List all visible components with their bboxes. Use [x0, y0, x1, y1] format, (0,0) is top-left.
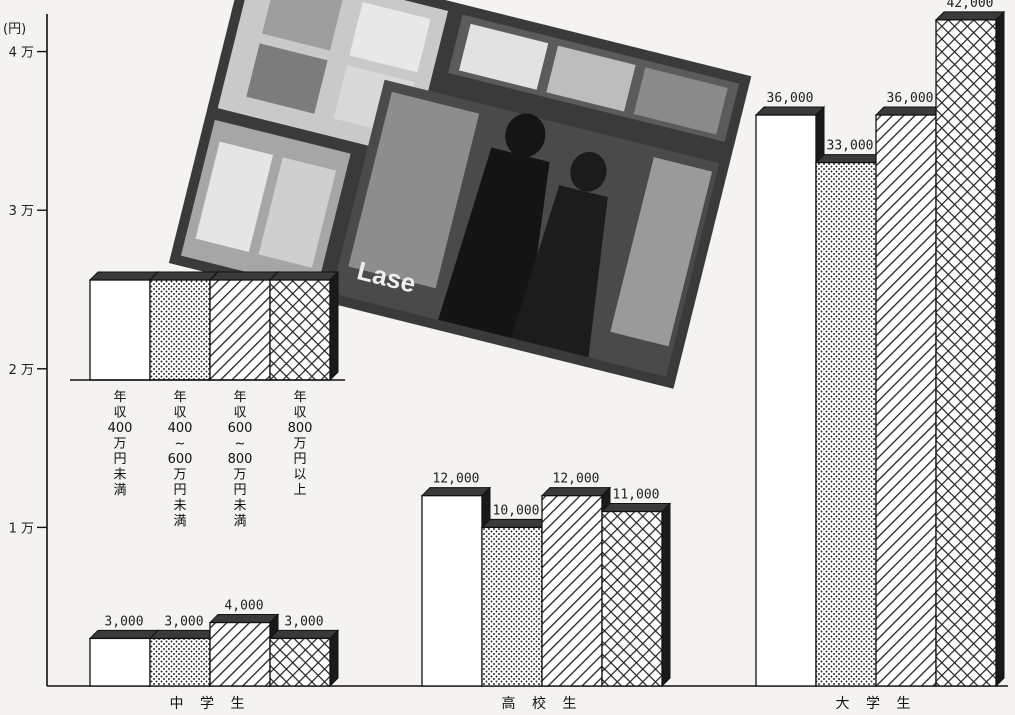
data-label: 3,000 — [104, 614, 143, 629]
bar — [480, 518, 552, 688]
legend-label: 万 — [113, 437, 126, 452]
legend-label: 万 — [233, 468, 246, 483]
legend-swatch — [88, 270, 160, 382]
legend-label: 収 — [173, 406, 186, 421]
legend-label: 未 — [173, 499, 186, 514]
legend-label: ~ — [175, 437, 186, 452]
legend-label: 収 — [233, 406, 246, 421]
legend-label: 以 — [293, 468, 306, 483]
legend-label: 未 — [233, 499, 246, 514]
legend-label: 円 — [293, 452, 306, 467]
legend-label: 年 — [173, 390, 186, 405]
data-label: 4,000 — [224, 599, 263, 614]
bar — [88, 629, 160, 688]
bar — [600, 502, 672, 688]
legend-label: 未 — [113, 468, 126, 483]
legend-label: 上 — [293, 483, 306, 498]
legend-label: 満 — [173, 514, 186, 529]
category-label: 中 学 生 — [170, 696, 251, 712]
bar — [874, 105, 946, 688]
legend-label: 円 — [113, 452, 126, 467]
data-label: 36,000 — [887, 91, 934, 106]
data-label: 11,000 — [613, 488, 660, 503]
bar — [540, 486, 612, 688]
data-label: 36,000 — [767, 91, 814, 106]
bar — [148, 629, 220, 688]
bar — [208, 613, 280, 688]
legend-label: 600 — [228, 421, 253, 436]
legend-label: 400 — [108, 421, 133, 436]
category-label: 大 学 生 — [836, 696, 917, 712]
legend-swatch — [208, 270, 280, 382]
legend-label: 円 — [233, 483, 246, 498]
data-label: 33,000 — [827, 139, 874, 154]
legend-label: 万 — [293, 437, 306, 452]
bar — [934, 10, 1006, 688]
y-tick-label: 1 万 — [9, 521, 34, 536]
legend-label: 年 — [233, 390, 246, 405]
legend-label: 満 — [113, 483, 126, 498]
data-label: 12,000 — [553, 472, 600, 487]
data-label: 42,000 — [947, 0, 994, 11]
y-ticks: 1 万 2 万 3 万 4 万 — [9, 46, 47, 536]
y-tick-label: 4 万 — [9, 46, 34, 61]
y-tick-label: 3 万 — [9, 204, 34, 219]
legend-label: 収 — [113, 406, 126, 421]
category-label: 高 校 生 — [502, 695, 583, 712]
legend-swatch — [268, 270, 340, 382]
bar — [420, 486, 492, 688]
legend-swatch — [148, 270, 220, 382]
legend-label: 800 — [288, 421, 313, 436]
legend-label: 満 — [233, 514, 246, 529]
y-tick-label: 2 万 — [9, 363, 34, 378]
legend-label: 年 — [113, 390, 126, 405]
category-labels: 中 学 生高 校 生大 学 生 — [170, 695, 917, 712]
legend-label: 収 — [293, 406, 306, 421]
bar — [814, 153, 886, 688]
legend-label: 600 — [168, 452, 193, 467]
bar — [754, 105, 826, 688]
legend-label: 400 — [168, 421, 193, 436]
bars: 3,000 3,000 4,000 3,000 12,000 10,000 12,000 11… — [88, 0, 1006, 688]
legend: 年収400万円未満年収400~600万円未満年収600~800万円未満年収800… — [70, 270, 345, 529]
legend-label: ~ — [235, 437, 246, 452]
data-label: 12,000 — [433, 472, 480, 487]
data-label: 3,000 — [164, 614, 203, 629]
legend-label: 円 — [173, 483, 186, 498]
legend-label: 年 — [293, 390, 306, 405]
data-label: 10,000 — [493, 503, 540, 518]
legend-label: 万 — [173, 468, 186, 483]
y-unit-label: (円) — [3, 22, 26, 37]
bar — [268, 629, 340, 688]
legend-label: 800 — [228, 452, 253, 467]
data-label: 3,000 — [284, 614, 323, 629]
